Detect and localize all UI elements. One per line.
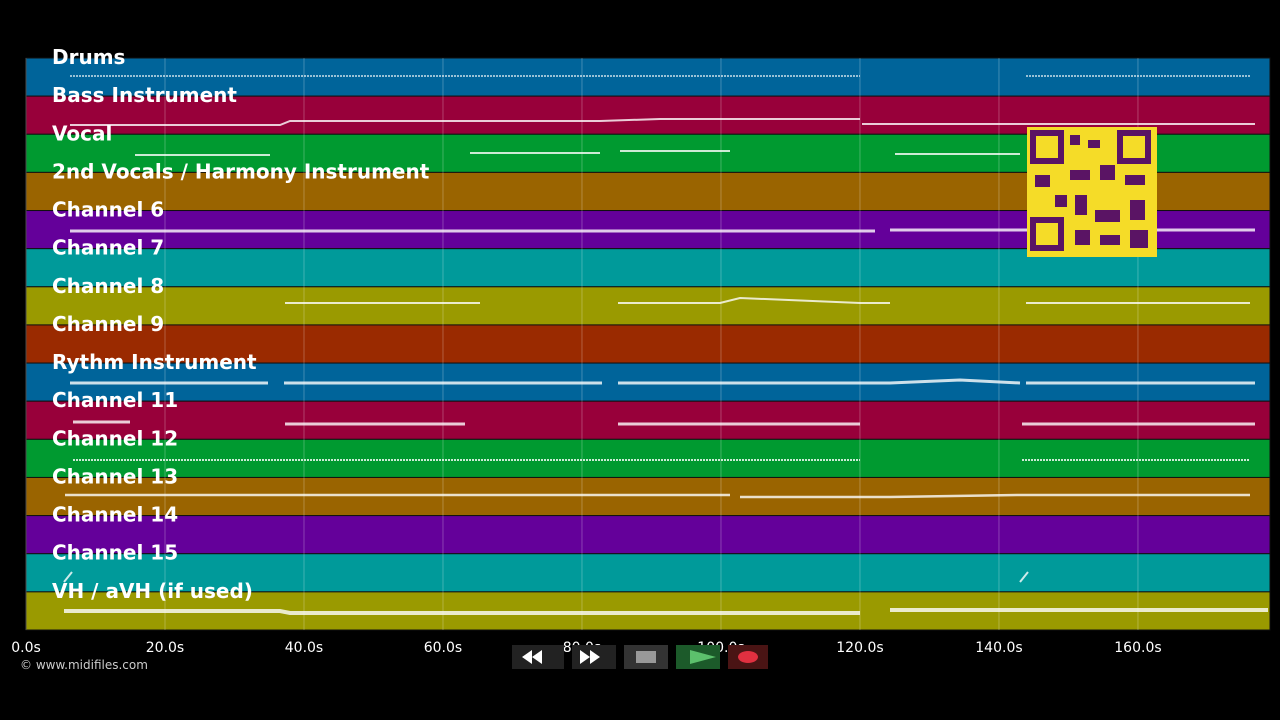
play-button[interactable] (676, 645, 720, 669)
tick-label: 20.0s (146, 640, 184, 656)
track-name: Rythm Instrument (52, 350, 257, 374)
track-name: Vocal (52, 121, 112, 145)
track-name: Channel 9 (52, 312, 164, 336)
track-name: Channel 8 (52, 274, 164, 298)
tick-label: 0.0s (11, 640, 41, 656)
tick-label: 120.0s (836, 640, 883, 656)
track-row (25, 515, 1271, 555)
stop-button[interactable] (624, 645, 668, 669)
track-name: Channel 6 (52, 198, 164, 222)
tick-label: 160.0s (1114, 640, 1161, 656)
track-name: Channel 11 (52, 388, 178, 412)
track-row (25, 324, 1271, 364)
copyright: © www.midifiles.com (20, 658, 148, 672)
track-name: Channel 13 (52, 464, 178, 488)
track-labels: Drums Bass Instrument Vocal 2nd Vocals / Ha… (52, 45, 430, 603)
tick-label: 40.0s (285, 640, 323, 656)
forward-button[interactable] (572, 645, 616, 669)
track-name: VH / aVH (if used) (52, 579, 253, 603)
track-name: 2nd Vocals / Harmony Instrument (52, 159, 430, 183)
track-row (25, 400, 1271, 440)
track-row (25, 438, 1271, 478)
track-name: Channel 14 (52, 503, 178, 527)
tick-label: 140.0s (975, 640, 1022, 656)
track-row (25, 57, 1271, 97)
notes (63, 75, 1268, 615)
track-name: Bass Instrument (52, 83, 237, 107)
transport-controls (512, 645, 768, 669)
track-name: Channel 12 (52, 426, 178, 450)
rewind-button[interactable] (512, 645, 564, 669)
track-row (25, 476, 1271, 517)
track-row (25, 286, 1271, 326)
tick-label: 60.0s (424, 640, 462, 656)
record-button[interactable] (728, 645, 768, 669)
track-row (25, 553, 1271, 593)
qr-code (1027, 127, 1157, 257)
track-name: Drums (52, 45, 125, 69)
track-name: Channel 7 (52, 236, 164, 260)
track-name: Channel 15 (52, 541, 178, 565)
